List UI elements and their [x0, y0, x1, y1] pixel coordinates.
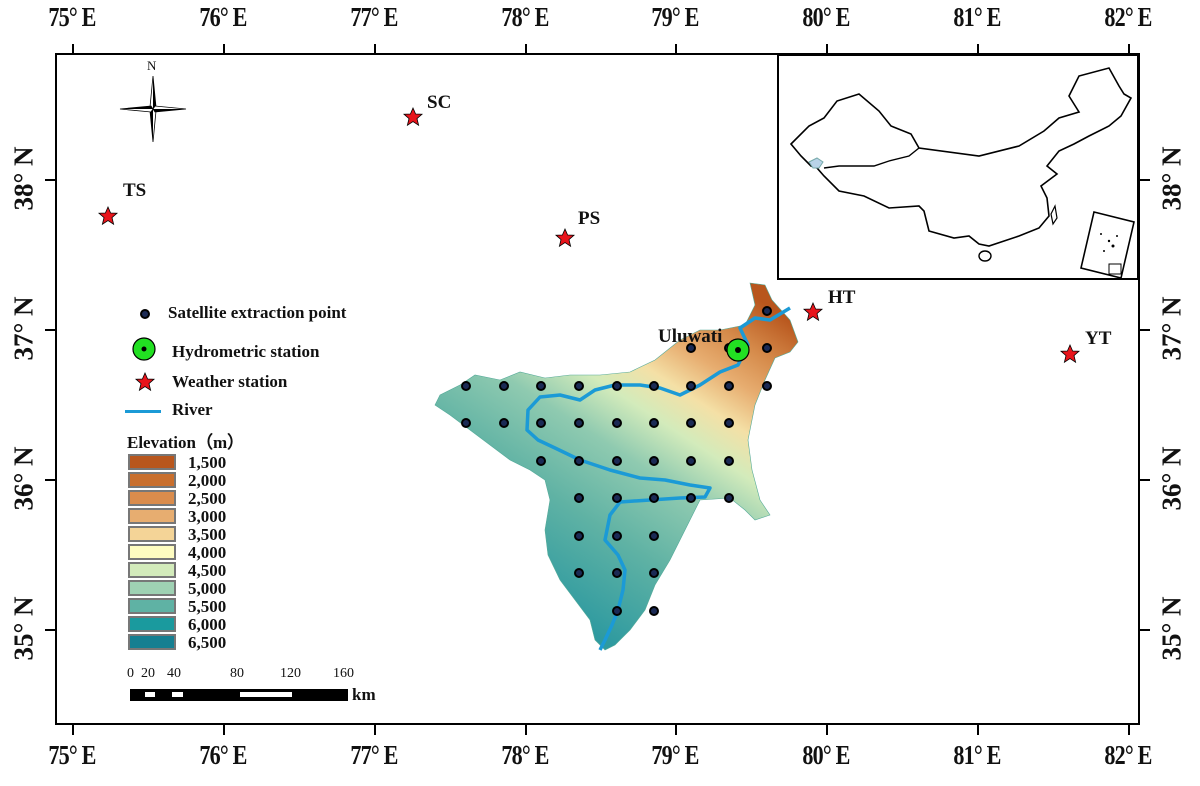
- bottom-axis-label: 81° E: [953, 740, 1001, 770]
- ramp-label: 3,500: [188, 525, 227, 544]
- ramp-label: 5,500: [188, 597, 227, 616]
- bottom-axis-label: 82° E: [1104, 740, 1152, 770]
- top-axis-label: 81° E: [953, 2, 1001, 32]
- top-axis-label: 77° E: [350, 2, 398, 32]
- ramp-swatch: [128, 472, 176, 488]
- bottom-axis-label: 78° E: [501, 740, 549, 770]
- scale-bar: 0 20 40 80 120 160 km: [125, 666, 415, 710]
- basin-polygon: [434, 282, 799, 651]
- legend-satellite-label: Satellite extraction point: [168, 303, 347, 322]
- river-line: [525, 306, 791, 651]
- ramp-swatch: [128, 490, 176, 506]
- bottom-axis-label: 75° E: [48, 740, 96, 770]
- map-legend: Satellite extraction point Hydrometric s…: [125, 300, 415, 710]
- compass-icon: [119, 75, 187, 143]
- satellite-points: [461, 306, 772, 616]
- china-outline: [789, 67, 1135, 279]
- scale-unit: km: [352, 685, 376, 704]
- station-label-ts: TS: [123, 180, 147, 201]
- bottom-axis-label: 79° E: [651, 740, 699, 770]
- ramp-swatch: [128, 526, 176, 542]
- ramp-swatch: [128, 580, 176, 596]
- legend-hydrometric-label: Hydrometric station: [172, 342, 320, 361]
- hydrometric-station-marker: [726, 338, 750, 362]
- ramp-swatch: [128, 544, 176, 560]
- station-label-ht: HT: [828, 287, 856, 308]
- top-axis-label: 82° E: [1104, 2, 1152, 32]
- hydrometric-station-icon: [132, 337, 156, 361]
- top-axis-label: 79° E: [651, 2, 699, 32]
- bottom-axis-label: 77° E: [350, 740, 398, 770]
- top-axis-label: 76° E: [199, 2, 247, 32]
- inset-china-map: [777, 54, 1139, 280]
- top-axis-label: 80° E: [802, 2, 850, 32]
- weather-station-icon: [134, 371, 156, 392]
- river-icon: [125, 410, 161, 413]
- ramp-label: 3,000: [188, 507, 227, 526]
- elevation-color-ramp: 1,500 2,000 2,500 3,000 3,500 4,000 4,50…: [128, 454, 248, 654]
- hydrometric-station-label: Uluwati: [658, 326, 723, 347]
- station-label-yt: YT: [1085, 328, 1112, 349]
- ramp-label: 1,500: [188, 453, 227, 472]
- ramp-swatch: [128, 562, 176, 578]
- ramp-label: 5,000: [188, 579, 227, 598]
- bottom-axis-label: 80° E: [802, 740, 850, 770]
- ramp-swatch: [128, 454, 176, 470]
- bottom-axis-label: 76° E: [199, 740, 247, 770]
- ramp-swatch: [128, 598, 176, 614]
- scale-tick-label: 160: [333, 666, 354, 681]
- top-axis-label: 75° E: [48, 2, 96, 32]
- north-arrow: N: [113, 58, 193, 148]
- station-label-sc: SC: [427, 92, 452, 113]
- top-axis-label: 78° E: [501, 2, 549, 32]
- legend-weather-label: Weather station: [172, 372, 288, 391]
- ramp-swatch: [128, 634, 176, 650]
- satellite-point-icon: [140, 309, 150, 319]
- map-frame: [55, 53, 1140, 725]
- ramp-label: 6,500: [188, 633, 227, 652]
- ramp-label: 6,000: [188, 615, 227, 634]
- ramp-swatch: [128, 616, 176, 632]
- legend-river-label: River: [172, 400, 213, 419]
- scale-tick-label: 40: [167, 666, 181, 681]
- station-label-ps: PS: [578, 208, 601, 229]
- scale-tick-label: 0: [127, 666, 134, 681]
- ramp-label: 2,000: [188, 471, 227, 490]
- ramp-label: 2,500: [188, 489, 227, 508]
- ramp-label: 4,500: [188, 561, 227, 580]
- scale-bar-graphic: [130, 689, 348, 701]
- scale-tick-label: 120: [280, 666, 301, 681]
- legend-elevation-title: Elevation（m）: [127, 433, 245, 452]
- ramp-label: 4,000: [188, 543, 227, 562]
- ramp-swatch: [128, 508, 176, 524]
- north-label: N: [147, 58, 157, 73]
- scale-tick-label: 80: [230, 666, 244, 681]
- scale-tick-label: 20: [141, 666, 155, 681]
